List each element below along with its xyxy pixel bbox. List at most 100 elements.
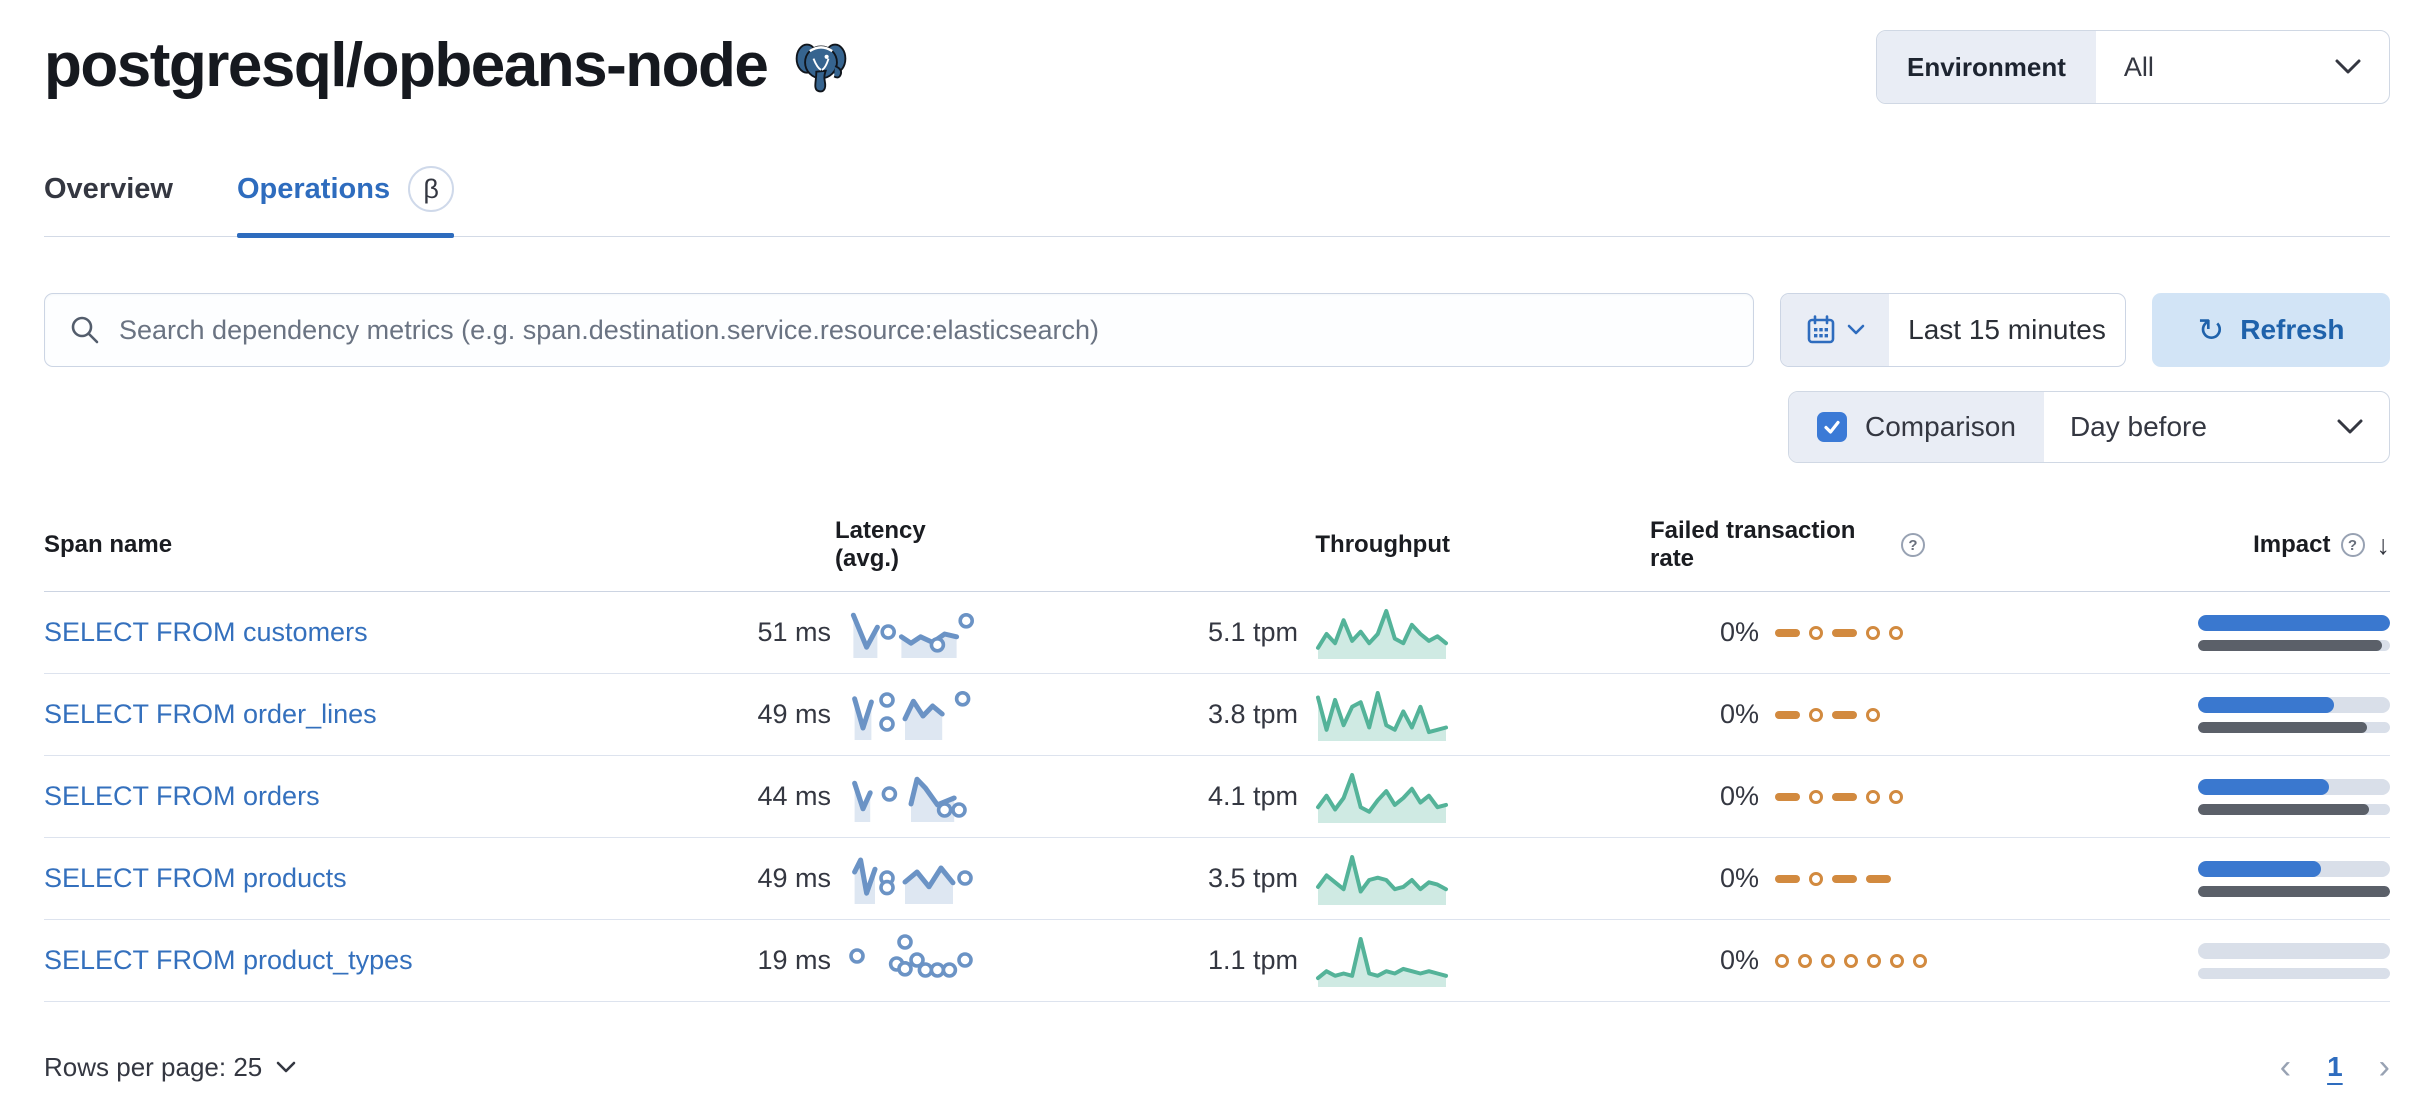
sort-descending-icon[interactable]: ↓: [2376, 529, 2391, 560]
latency-value: 19 ms: [757, 945, 831, 975]
span-name-cell: SELECT FROM order_lines: [44, 699, 835, 730]
refresh-button[interactable]: ↻ Refresh: [2152, 293, 2390, 367]
impact-bar-current: [2198, 696, 2335, 713]
page-number[interactable]: 1: [2327, 1051, 2343, 1082]
comparison-label: Comparison: [1865, 411, 2016, 442]
impact-cell: [2125, 614, 2390, 651]
latency-value: 49 ms: [757, 699, 831, 729]
impact-bar-current: [2198, 778, 2329, 795]
help-icon[interactable]: ?: [1901, 533, 1925, 557]
time-range-picker: Last 15 minutes: [1780, 293, 2126, 367]
time-range-value[interactable]: Last 15 minutes: [1908, 314, 2106, 345]
table-row: SELECT FROM orders 44 ms 4.1 tpm 0%: [44, 756, 2390, 838]
table-row: SELECT FROM products 49 ms 3.5 tpm 0%: [44, 838, 2390, 920]
failed-rate-marker: [1775, 628, 1800, 637]
failed-rate-marker: [1889, 789, 1903, 804]
calendar-icon: [1807, 315, 1835, 344]
failed-rate-marker: [1832, 874, 1857, 883]
span-link[interactable]: SELECT FROM customers: [44, 617, 368, 647]
span-link[interactable]: SELECT FROM product_types: [44, 945, 413, 975]
table-body: SELECT FROM customers 51 ms 5.1 tpm 0%: [44, 592, 2390, 1002]
throughput-sparkline: [1314, 850, 1450, 908]
impact-bars: [2198, 942, 2390, 979]
failed-rate-marker: [1821, 953, 1835, 968]
latency-sparkline: [847, 688, 975, 742]
chevron-down-icon: [2337, 419, 2363, 434]
environment-filter-value: All: [2123, 51, 2154, 82]
comparison-select[interactable]: Day before: [2044, 392, 2389, 462]
span-link[interactable]: SELECT FROM order_lines: [44, 699, 377, 729]
search-icon: [71, 316, 99, 344]
failed-rate-sparkline: [1775, 625, 1925, 640]
impact-bars: [2198, 778, 2390, 815]
latency-value: 44 ms: [757, 781, 831, 811]
failed-rate-marker: [1775, 792, 1800, 801]
impact-cell: [2125, 696, 2390, 733]
failed-rate-value: 0%: [1719, 617, 1759, 647]
throughput-sparkline: [1314, 686, 1450, 744]
impact-cell: [2125, 942, 2390, 979]
span-link[interactable]: SELECT FROM orders: [44, 781, 320, 811]
tab-overview[interactable]: Overview: [44, 166, 173, 236]
previous-page-icon[interactable]: ‹: [2279, 1048, 2292, 1086]
impact-bar-previous: [2198, 885, 2390, 897]
latency-sparkline: [847, 606, 975, 660]
span-name-cell: SELECT FROM orders: [44, 781, 835, 812]
tab-overview-label: Overview: [44, 172, 173, 205]
tab-operations[interactable]: Operations β: [236, 166, 455, 238]
throughput-sparkline: [1314, 768, 1450, 826]
impact-bar-previous: [2198, 639, 2383, 651]
latency-cell: 51 ms: [757, 606, 1175, 660]
search-input[interactable]: [119, 314, 1729, 346]
rows-per-page-button[interactable]: Rows per page: 25: [44, 1052, 296, 1083]
table-header-row: Span name Latency (avg.) Throughput Fail…: [44, 517, 2390, 592]
latency-cell: 19 ms: [757, 933, 1175, 988]
table-footer: Rows per page: 25 ‹ 1 ›: [44, 1050, 2390, 1084]
time-range-menu-button[interactable]: [1781, 294, 1889, 366]
operations-table: Span name Latency (avg.) Throughput Fail…: [44, 517, 2390, 1002]
table-row: SELECT FROM order_lines 49 ms 3.8 tpm 0%: [44, 674, 2390, 756]
failed-rate-marker: [1775, 710, 1800, 719]
comparison-row: Comparison Day before: [44, 391, 2390, 463]
throughput-cell: 4.1 tpm: [1175, 768, 1650, 826]
latency-value: 51 ms: [757, 617, 831, 647]
failed-rate-marker: [1798, 953, 1812, 968]
throughput-value: 5.1 tpm: [1207, 617, 1298, 647]
impact-bar-current: [2198, 614, 2390, 631]
span-link[interactable]: SELECT FROM products: [44, 863, 347, 893]
next-page-icon[interactable]: ›: [2378, 1048, 2390, 1086]
table-row: SELECT FROM customers 51 ms 5.1 tpm 0%: [44, 592, 2390, 674]
throughput-value: 3.8 tpm: [1207, 699, 1298, 729]
page-title: postgresql/opbeans-node: [44, 31, 769, 100]
failed-rate-marker: [1832, 792, 1857, 801]
column-header-latency[interactable]: Latency (avg.): [835, 517, 926, 572]
search-box: [44, 293, 1754, 367]
failed-rate-marker: [1809, 871, 1823, 886]
throughput-value: 3.5 tpm: [1207, 863, 1298, 893]
throughput-value: 4.1 tpm: [1207, 781, 1298, 811]
postgresql-elephant-icon: [796, 43, 847, 92]
environment-filter[interactable]: Environment All: [1876, 30, 2390, 104]
failed-rate-sparkline: [1775, 871, 1925, 886]
controls-row: Last 15 minutes ↻ Refresh: [44, 293, 2390, 367]
failed-rate-value: 0%: [1719, 699, 1759, 729]
failed-rate-marker: [1866, 707, 1880, 722]
failed-rate-cell: 0%: [1650, 617, 2125, 648]
impact-bars: [2198, 860, 2390, 897]
chevron-down-icon: [2335, 59, 2361, 74]
help-icon[interactable]: ?: [2340, 533, 2365, 557]
chevron-down-icon: [1847, 324, 1865, 335]
tab-bar: Overview Operations β: [44, 166, 2390, 238]
failed-rate-marker: [1866, 789, 1880, 804]
throughput-cell: 3.5 tpm: [1175, 850, 1650, 908]
failed-rate-marker: [1775, 953, 1789, 968]
failed-rate-value: 0%: [1719, 863, 1759, 893]
column-header-failed-rate[interactable]: Failed transaction rate ?: [1650, 517, 2125, 573]
column-header-impact[interactable]: Impact ? ↓: [2253, 529, 2391, 560]
latency-cell: 49 ms: [757, 852, 1175, 906]
comparison-checkbox[interactable]: [1817, 412, 1847, 442]
column-header-throughput[interactable]: Throughput: [1315, 531, 1450, 558]
failed-rate-marker: [1809, 625, 1823, 640]
failed-rate-sparkline: [1775, 953, 1927, 968]
